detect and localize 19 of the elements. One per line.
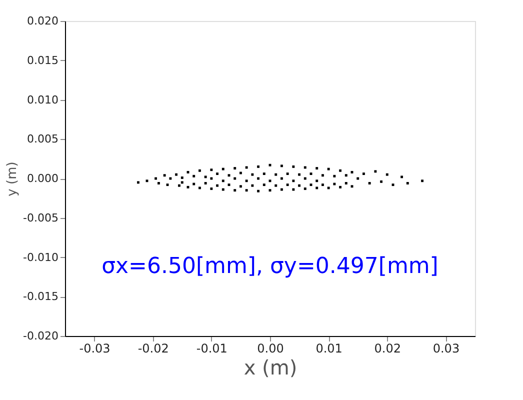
y-axis-title: y (m) <box>5 162 20 196</box>
x-tick-label: 0.03 <box>432 342 460 356</box>
x-tick-label: 0.00 <box>257 342 284 356</box>
y-tick-label: 0.000 <box>27 172 58 185</box>
y-tick-label: 0.020 <box>27 14 58 28</box>
y-tick-label: 0.005 <box>27 132 58 146</box>
y-tick-label: -0.015 <box>23 290 58 304</box>
x-tick-label: 0.02 <box>374 342 401 356</box>
x-tick-label: -0.03 <box>79 342 110 356</box>
x-tick-label: -0.01 <box>196 342 228 356</box>
y-tick-label: -0.005 <box>23 211 58 224</box>
x-tick-label: -0.02 <box>138 342 169 356</box>
y-tick-label: -0.020 <box>23 330 58 342</box>
x-tick-label: 0.01 <box>316 342 342 356</box>
y-tick-label: 0.015 <box>27 54 58 67</box>
y-tick-label: 0.010 <box>27 93 58 106</box>
x-axis-title: x (m) <box>244 356 298 380</box>
y-tick-label: -0.010 <box>23 250 58 264</box>
annotation: σx=6.50[mm], σy=0.497[mm] <box>102 254 438 279</box>
